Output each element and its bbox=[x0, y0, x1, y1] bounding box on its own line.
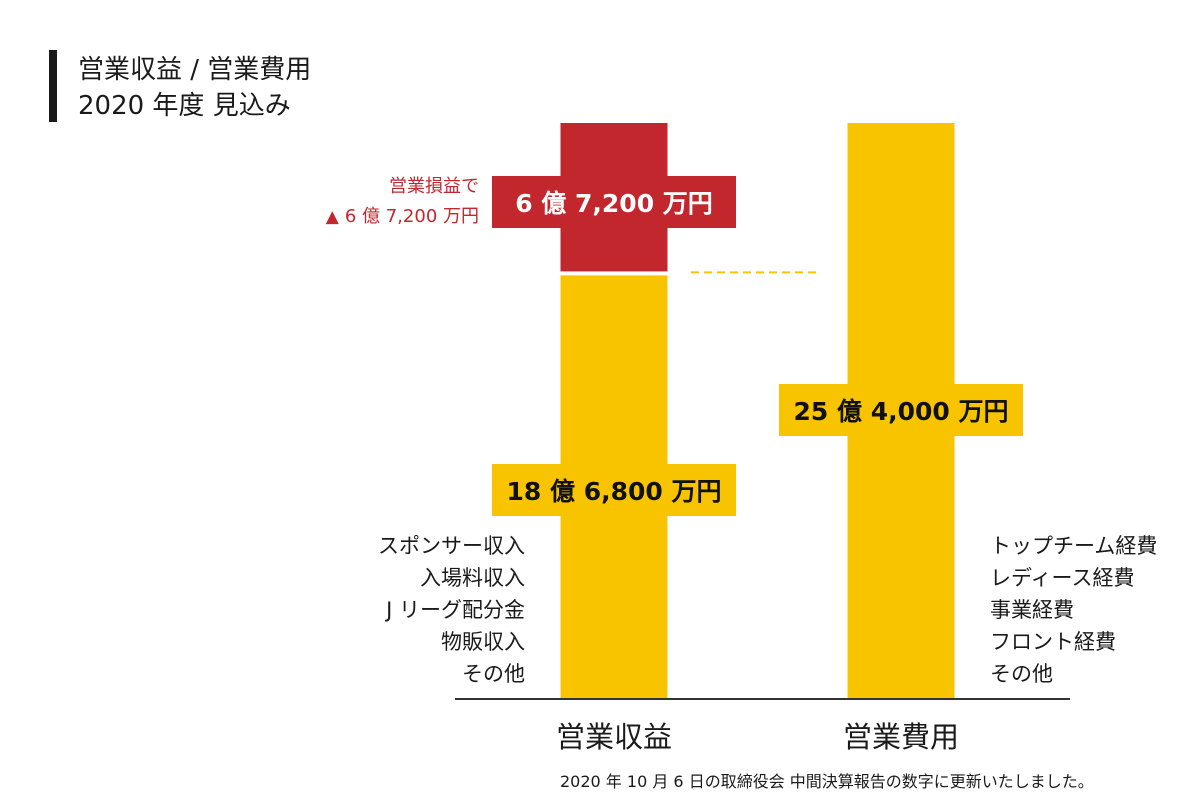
data-label-loss: 6 億 7,200 万円 bbox=[492, 176, 736, 228]
title-accent-bar bbox=[49, 50, 57, 122]
list-item: その他 bbox=[462, 662, 525, 686]
triangle-icon: ▲ bbox=[325, 207, 339, 227]
loss-annotation: 営業損益で ▲ 6 億 7,200 万円 bbox=[326, 172, 479, 232]
footnote: 2020 年 10 月 6 日の取締役会 中間決算報告の数字に更新いたしました。 bbox=[560, 772, 1094, 791]
category-label-expense: 営業費用 bbox=[842, 720, 959, 754]
list-item: 物販収入 bbox=[441, 630, 525, 654]
list-item: 入場料収入 bbox=[420, 566, 525, 590]
loss-annotation-line1: 営業損益で bbox=[389, 176, 479, 197]
list-item: スポンサー収入 bbox=[378, 534, 525, 558]
list-item: その他 bbox=[990, 662, 1053, 686]
chart-title: 営業収益 / 営業費用 bbox=[78, 55, 312, 85]
revenue-breakdown-list: スポンサー収入 入場料収入 J リーグ配分金 物販収入 その他 bbox=[378, 530, 525, 690]
loss-annotation-line2: 6 億 7,200 万円 bbox=[344, 206, 479, 227]
list-item: レディース経費 bbox=[990, 566, 1135, 590]
expense-breakdown-list: トップチーム経費 レディース経費 事業経費 フロント経費 その他 bbox=[990, 530, 1157, 690]
data-label-expense: 25 億 4,000 万円 bbox=[779, 384, 1023, 436]
list-item: J リーグ配分金 bbox=[386, 598, 525, 622]
list-item: 事業経費 bbox=[990, 598, 1074, 622]
list-item: トップチーム経費 bbox=[990, 534, 1158, 558]
list-item: フロント経費 bbox=[990, 630, 1116, 654]
data-label-revenue: 18 億 6,800 万円 bbox=[492, 464, 736, 516]
category-label-revenue: 営業収益 bbox=[555, 720, 672, 754]
chart-subtitle: 2020 年度 見込み bbox=[78, 91, 291, 121]
